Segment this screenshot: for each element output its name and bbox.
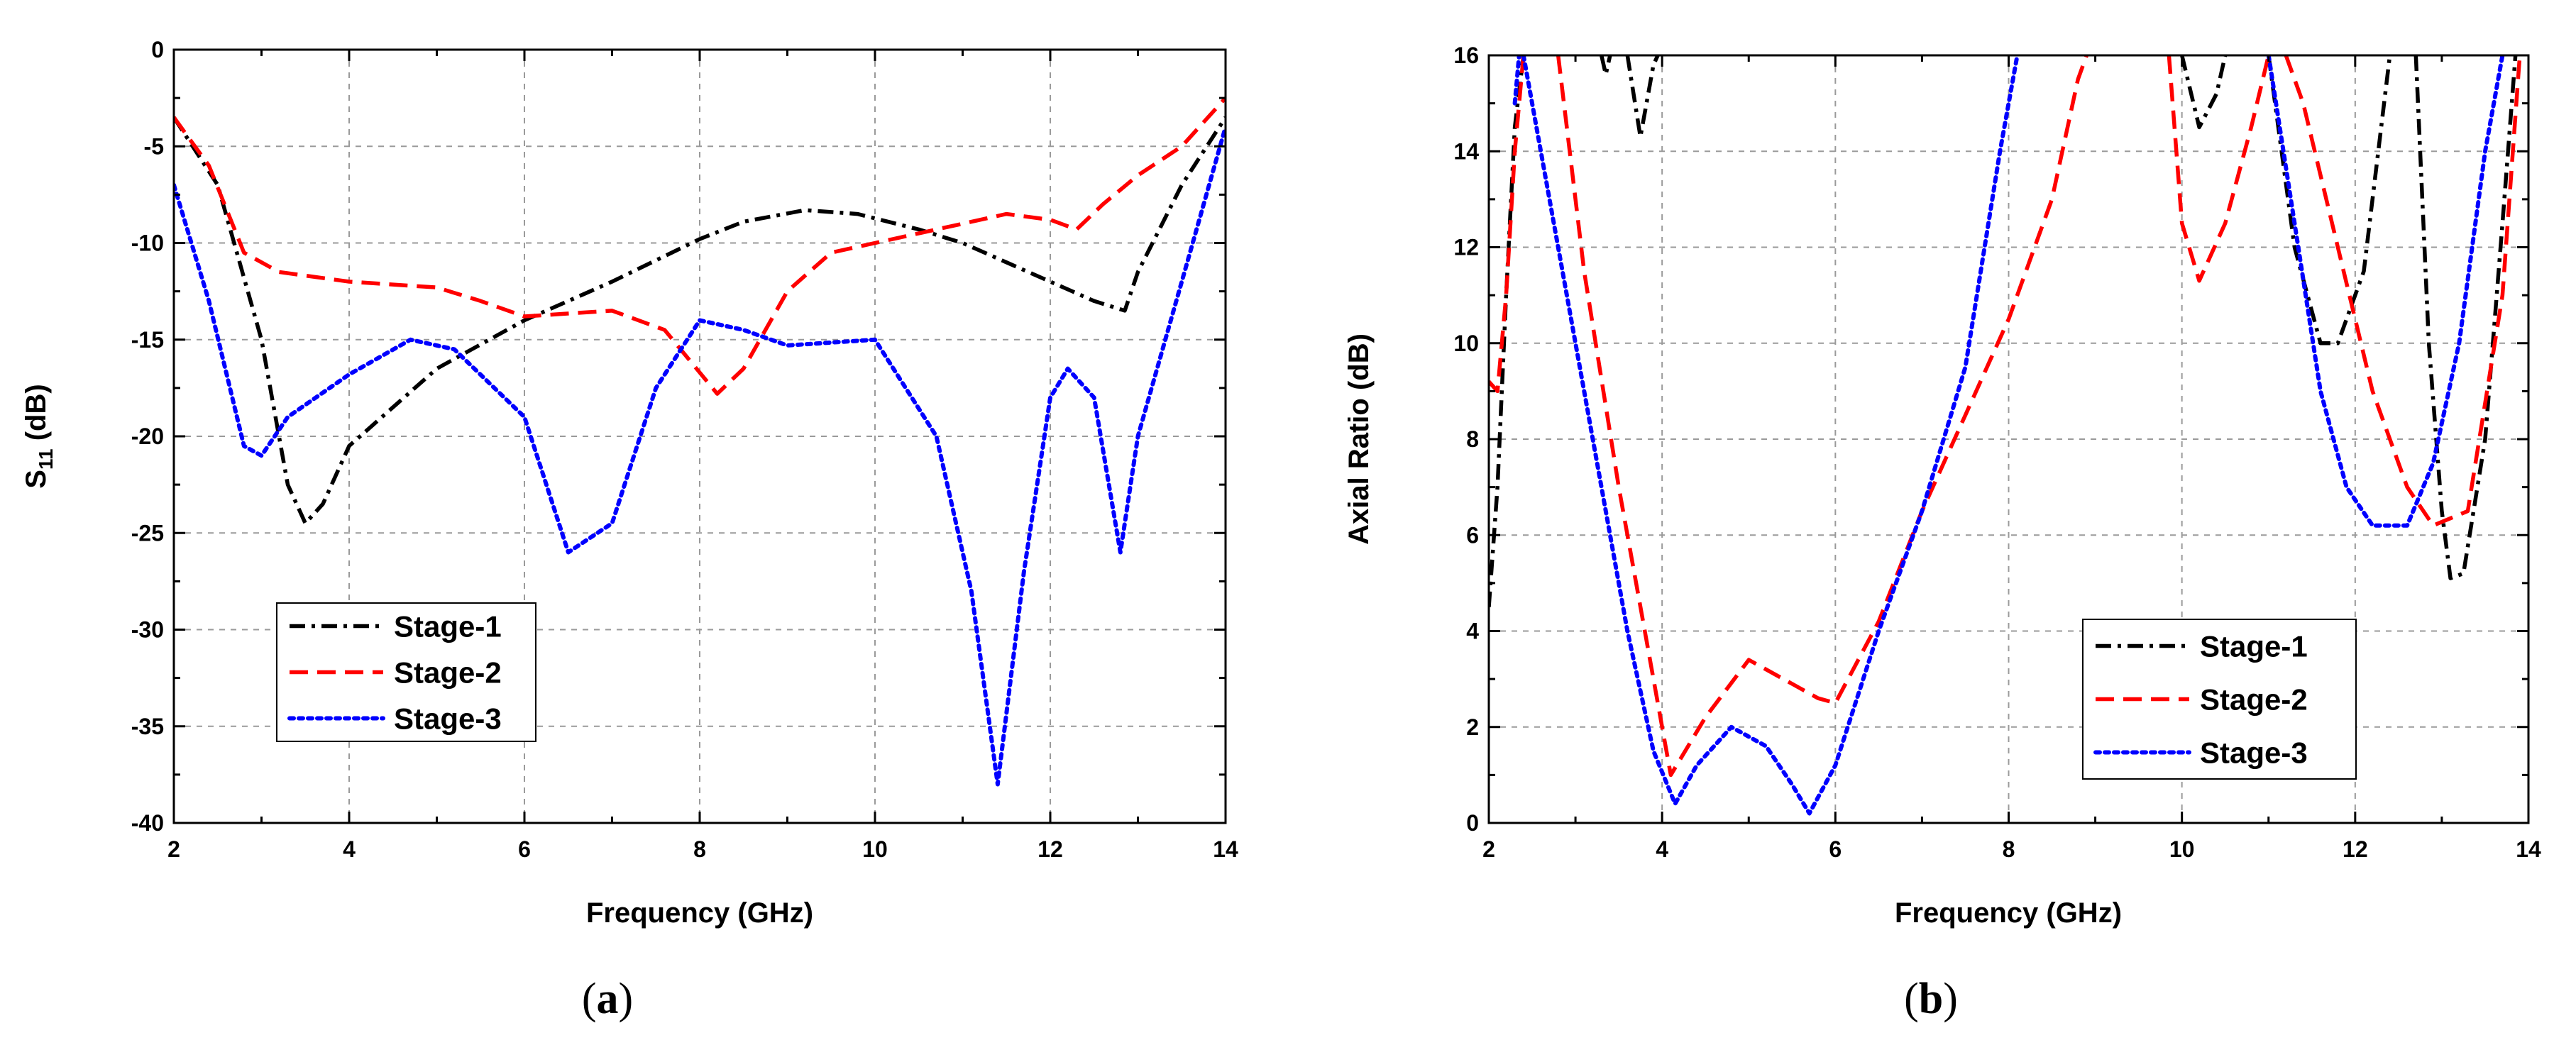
series-stage-1 bbox=[174, 116, 1226, 526]
y-tick-label: -5 bbox=[144, 133, 164, 159]
y-tick-label: 14 bbox=[1453, 138, 1479, 164]
legend-label-stage-1: Stage-1 bbox=[2200, 630, 2308, 663]
x-tick-label: 10 bbox=[2169, 836, 2195, 862]
series-stage-2 bbox=[174, 96, 1226, 396]
caption-letter: b bbox=[1919, 975, 1943, 1023]
series-line-stage-1 bbox=[174, 116, 1226, 526]
series-stage-3 bbox=[1512, 55, 2505, 816]
y-axis-label-main: S bbox=[21, 470, 52, 489]
series-line-stage-2 bbox=[2284, 55, 2522, 528]
caption-b: (b) bbox=[1904, 975, 1958, 1023]
tick-marks bbox=[172, 48, 1227, 824]
y-tick-label: 0 bbox=[1466, 810, 1479, 836]
y-tick-label: -35 bbox=[131, 714, 164, 739]
x-tick-label: 8 bbox=[2003, 836, 2015, 862]
x-tick-label: 6 bbox=[1829, 836, 1842, 862]
y-tick-label: 6 bbox=[1466, 522, 1479, 548]
x-tick-label: 4 bbox=[1656, 836, 1668, 862]
series-line-stage-3 bbox=[2266, 55, 2505, 528]
x-tick-label: 12 bbox=[1037, 836, 1063, 862]
series-line-stage-2 bbox=[1489, 55, 1526, 394]
x-tick-label: 10 bbox=[862, 836, 888, 862]
series-stage-1 bbox=[1489, 55, 2518, 607]
y-tick-label: 12 bbox=[1453, 235, 1479, 260]
x-tick-label: 14 bbox=[2516, 836, 2541, 862]
y-tick-label: -30 bbox=[131, 617, 164, 643]
legend: Stage-1 Stage-2 Stage-3 bbox=[2082, 619, 2357, 780]
x-axis-label: Frequency (GHz) bbox=[1895, 897, 2122, 929]
y-tick-label: 16 bbox=[1453, 43, 1479, 68]
x-tick-label: 2 bbox=[1482, 836, 1495, 862]
y-tick-label: -15 bbox=[131, 327, 164, 353]
y-axis-label: Axial Ratio (dB) bbox=[1343, 333, 1375, 545]
series-line-stage-1 bbox=[1600, 55, 1612, 77]
y-tick-label: 0 bbox=[151, 37, 164, 62]
x-axis-label: Frequency (GHz) bbox=[586, 897, 813, 929]
series-lines bbox=[174, 96, 1226, 787]
x-tick-label: 4 bbox=[343, 836, 356, 862]
x-tick-label: 12 bbox=[2343, 836, 2368, 862]
legend-label-stage-2: Stage-2 bbox=[2200, 683, 2308, 717]
series-line-stage-2 bbox=[2167, 55, 2271, 283]
y-tick-label: -25 bbox=[131, 520, 164, 546]
series-line-stage-3 bbox=[1512, 55, 1521, 106]
x-tick-label: 6 bbox=[518, 836, 531, 862]
y-axis-label-subscript: 11 bbox=[35, 448, 57, 470]
y-tick-label: -40 bbox=[131, 810, 164, 836]
tick-labels: 2 4 6 8 10 12 14 0 -5 -10 -15 -20 -25 -30 -35 -40 bbox=[131, 37, 1238, 862]
legend-label-stage-1: Stage-1 bbox=[394, 610, 502, 643]
chart-panel-a: 2 4 6 8 10 12 14 0 -5 -10 -15 -20 -25 -30 -35 -40 Frequ… bbox=[21, 37, 1238, 1023]
tick-marks bbox=[1487, 54, 2530, 824]
series-lines bbox=[1489, 55, 2522, 816]
series-stage-2 bbox=[1489, 55, 2522, 778]
x-tick-label: 2 bbox=[167, 836, 180, 862]
series-line-stage-1 bbox=[2413, 55, 2518, 580]
legend-label-stage-3: Stage-3 bbox=[2200, 736, 2308, 770]
series-line-stage-1 bbox=[2267, 55, 2392, 345]
y-tick-label: 8 bbox=[1466, 426, 1479, 452]
y-tick-label: 2 bbox=[1466, 714, 1479, 740]
x-tick-label: 8 bbox=[693, 836, 706, 862]
y-tick-label: 10 bbox=[1453, 331, 1479, 356]
series-stage-3 bbox=[174, 125, 1226, 787]
legend-label-stage-3: Stage-3 bbox=[394, 702, 502, 736]
series-line-stage-2 bbox=[1556, 55, 2088, 778]
series-line-stage-1 bbox=[1625, 55, 1660, 139]
y-axis-label-unit: (dB) bbox=[21, 384, 52, 448]
legend: Stage-1 Stage-2 Stage-3 bbox=[276, 602, 536, 742]
x-tick-label: 14 bbox=[1213, 836, 1238, 862]
y-tick-label: -10 bbox=[131, 231, 164, 256]
series-line-stage-2 bbox=[174, 96, 1226, 396]
caption-a: (a) bbox=[582, 975, 633, 1023]
series-line-stage-1 bbox=[1489, 55, 1526, 607]
series-line-stage-1 bbox=[2180, 55, 2228, 130]
y-axis-label: S11 (dB) bbox=[21, 384, 57, 488]
y-tick-label: 4 bbox=[1466, 619, 1479, 644]
legend-label-stage-2: Stage-2 bbox=[394, 656, 502, 690]
y-tick-label: -20 bbox=[131, 424, 164, 449]
caption-letter: a bbox=[597, 975, 619, 1023]
series-line-stage-3 bbox=[174, 125, 1226, 787]
series-line-stage-3 bbox=[1521, 55, 2020, 816]
